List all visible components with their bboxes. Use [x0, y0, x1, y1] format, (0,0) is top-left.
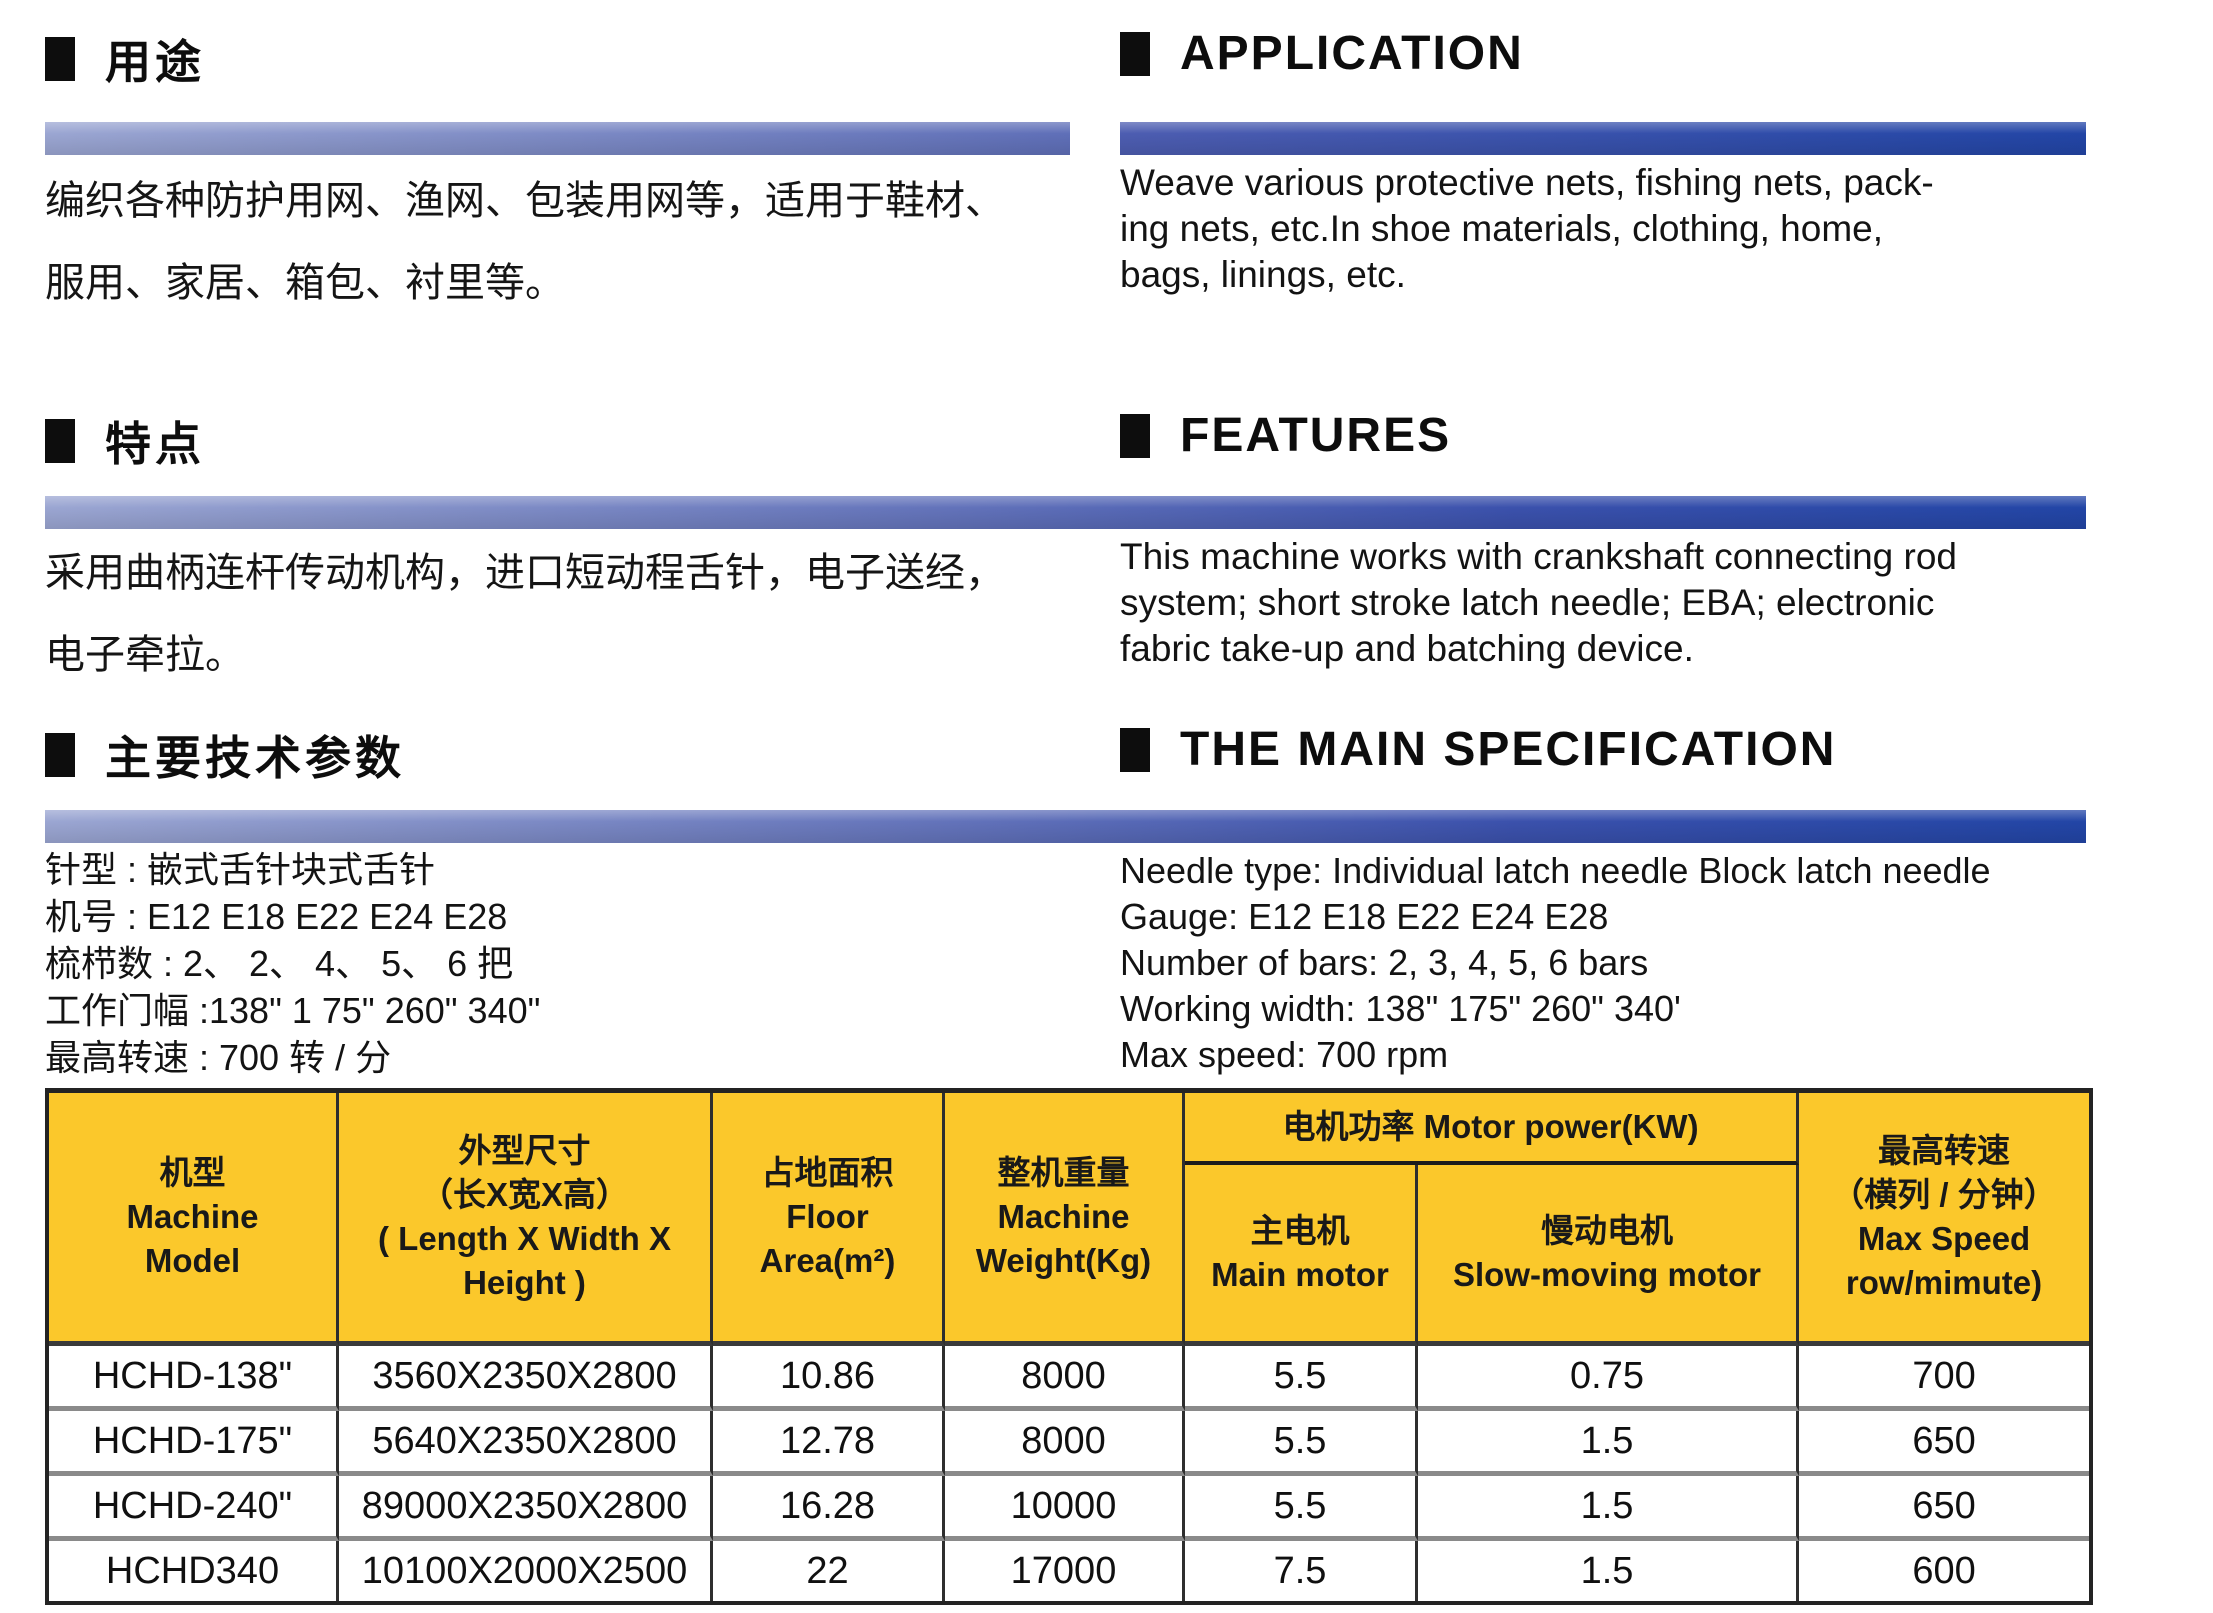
usage-body-en: Weave various protective nets, fishing n… [1120, 162, 1934, 295]
usage-title-en: APPLICATION [1180, 27, 1524, 80]
cell-model: HCHD-240" [49, 1476, 339, 1541]
cell-max-speed: 600 [1799, 1541, 2090, 1601]
cell-dimensions: 3560X2350X2800 [339, 1346, 713, 1411]
cell-floor-area: 16.28 [713, 1476, 945, 1541]
features-title-zh: 特点 [105, 418, 205, 470]
cell-dimensions: 10100X2000X2500 [339, 1541, 713, 1601]
cell-model: HCHD-175" [49, 1411, 339, 1476]
table-row: HCHD-175" 5640X2350X2800 12.78 8000 5.5 … [49, 1411, 2090, 1476]
square-bullet-icon [1120, 31, 1150, 76]
square-bullet-icon [45, 733, 75, 777]
col-header-main-motor: 主电机 Main motor [1185, 1165, 1418, 1346]
usage-title-zh: 用途 [105, 36, 205, 88]
divider-bar [1120, 122, 2086, 155]
cell-main-motor: 5.5 [1185, 1476, 1418, 1541]
spec-list-zh: 针型 : 嵌式舌针块式舌针 机号 : E12 E18 E22 E24 E28 梳… [45, 846, 1075, 1081]
cell-main-motor: 5.5 [1185, 1411, 1418, 1476]
cell-floor-area: 22 [713, 1541, 945, 1601]
usage-body-zh: 编织各种防护用网、渔网、包装用网等，适用于鞋材、 服用、家居、箱包、衬里等。 [45, 179, 1005, 305]
divider-bar [45, 122, 1070, 155]
cell-weight: 10000 [945, 1476, 1185, 1541]
section-heading-spec-zh: 主要技术参数 [45, 722, 405, 788]
spec-line: 机号 : E12 E18 E22 E24 E28 [45, 896, 508, 937]
spec-table: 机型 Machine Model 外型尺寸 （长X宽X高） ( Length X… [45, 1088, 2094, 1605]
table-header-group-row: 机型 Machine Model 外型尺寸 （长X宽X高） ( Length X… [49, 1093, 2090, 1346]
spec-list-en: Needle type: Individual latch needle Blo… [1120, 848, 2120, 1078]
cell-max-speed: 650 [1799, 1476, 2090, 1541]
spec-line: Gauge: E12 E18 E22 E24 E28 [1120, 896, 1609, 937]
spec-title-zh: 主要技术参数 [105, 732, 405, 784]
cell-dimensions: 89000X2350X2800 [339, 1476, 713, 1541]
spec-line: 工作门幅 :138" 1 75" 260" 340" [45, 990, 541, 1031]
col-header-slow-motor: 慢动电机 Slow-moving motor [1418, 1165, 1800, 1346]
cell-main-motor: 7.5 [1185, 1541, 1418, 1601]
features-title-en: FEATURES [1180, 409, 1452, 462]
cell-model: HCHD-138" [49, 1346, 339, 1411]
spec-line: Max speed: 700 rpm [1120, 1034, 1449, 1075]
table-row: HCHD340 10100X2000X2500 22 17000 7.5 1.5… [49, 1541, 2090, 1601]
cell-max-speed: 700 [1799, 1346, 2090, 1411]
section-heading-features-zh: 特点 [45, 408, 205, 474]
col-header-motor-power-group: 电机功率 Motor power(KW) [1185, 1093, 1800, 1165]
cell-dimensions: 5640X2350X2800 [339, 1411, 713, 1476]
col-header-max-speed: 最高转速 （横列 / 分钟） Max Speed row/mimute) [1799, 1093, 2090, 1346]
spec-line: 针型 : 嵌式舌针块式舌针 [45, 849, 436, 890]
col-header-floor-area: 占地面积 Floor Area(m²) [713, 1093, 945, 1346]
spec-line: Working width: 138" 175" 260" 340' [1120, 988, 1681, 1029]
section-heading-spec-en: THE MAIN SPECIFICATION [1120, 722, 1836, 777]
col-header-dimensions: 外型尺寸 （长X宽X高） ( Length X Width X Height ) [339, 1093, 713, 1346]
cell-main-motor: 5.5 [1185, 1346, 1418, 1411]
table-header-sub-row: 主电机 Main motor 慢动电机 Slow-moving motor [49, 1165, 2089, 1346]
cell-max-speed: 650 [1799, 1411, 2090, 1476]
table-row: HCHD-138" 3560X2350X2800 10.86 8000 5.5 … [49, 1346, 2090, 1411]
cell-weight: 8000 [945, 1346, 1185, 1411]
features-body-en: This machine works with crankshaft conne… [1120, 536, 1957, 669]
col-header-machine-model: 机型 Machine Model [49, 1093, 339, 1346]
table-row: HCHD-240" 89000X2350X2800 16.28 10000 5.… [49, 1476, 2090, 1541]
cell-slow-motor: 0.75 [1418, 1346, 1800, 1411]
section-heading-features-en: FEATURES [1120, 408, 1451, 463]
cell-model: HCHD340 [49, 1541, 339, 1601]
cell-slow-motor: 1.5 [1418, 1411, 1800, 1476]
cell-slow-motor: 1.5 [1418, 1541, 1800, 1601]
cell-weight: 8000 [945, 1411, 1185, 1476]
section-heading-usage-zh: 用途 [45, 26, 205, 92]
cell-floor-area: 10.86 [713, 1346, 945, 1411]
square-bullet-icon [1120, 413, 1150, 458]
square-bullet-icon [45, 419, 75, 463]
cell-floor-area: 12.78 [713, 1411, 945, 1476]
cell-slow-motor: 1.5 [1418, 1476, 1800, 1541]
square-bullet-icon [1120, 727, 1150, 772]
cell-weight: 17000 [945, 1541, 1185, 1601]
square-bullet-icon [45, 37, 75, 81]
divider-bar [45, 496, 2086, 529]
section-heading-usage-en: APPLICATION [1120, 26, 1524, 81]
spec-title-en: THE MAIN SPECIFICATION [1180, 723, 1837, 776]
spec-line: 梳栉数 : 2、 2、 4、 5、 6 把 [45, 943, 514, 984]
spec-line: 最高转速 : 700 转 / 分 [45, 1037, 392, 1078]
divider-bar [45, 810, 2086, 843]
col-header-machine-weight: 整机重量 Machine Weight(Kg) [945, 1093, 1185, 1346]
spec-line: Needle type: Individual latch needle Blo… [1120, 850, 1991, 891]
spec-line: Number of bars: 2, 3, 4, 5, 6 bars [1120, 942, 1649, 983]
features-body-zh: 采用曲柄连杆传动机构，进口短动程舌针，电子送经， 电子牵拉。 [45, 551, 1005, 677]
